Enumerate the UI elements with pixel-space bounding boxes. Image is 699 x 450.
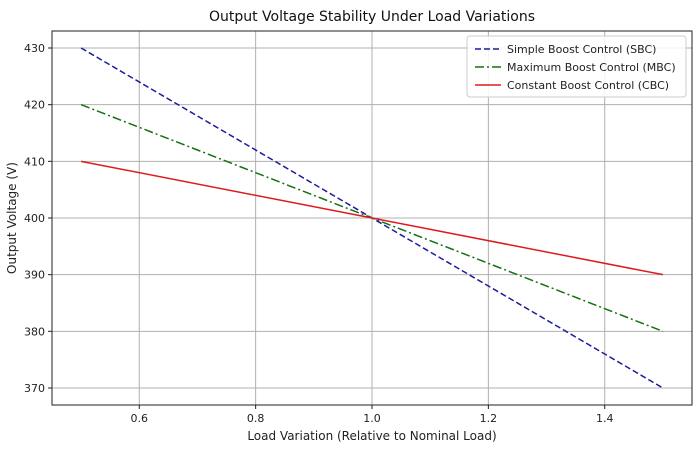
y-tick-label: 380 <box>24 325 45 338</box>
chart-title: Output Voltage Stability Under Load Vari… <box>209 9 535 25</box>
legend-label: Maximum Boost Control (MBC) <box>507 61 676 74</box>
y-axis-label: Output Voltage (V) <box>5 162 19 274</box>
x-tick-label: 0.8 <box>247 412 265 425</box>
x-tick-label: 0.6 <box>131 412 149 425</box>
series-lines <box>80 47 664 389</box>
legend-box <box>466 35 687 98</box>
axis-ticks: 0.6 0.8 1.0 1.2 1.4 370 380 390 400 410 420 430 <box>24 42 613 425</box>
y-tick-label: 370 <box>24 382 45 395</box>
legend-label: Simple Boost Control (SBC) <box>507 43 656 56</box>
y-tick-label: 390 <box>24 269 45 282</box>
y-tick-label: 430 <box>24 42 45 55</box>
x-axis-label: Load Variation (Relative to Nominal Load… <box>247 429 496 443</box>
x-tick-label: 1.2 <box>480 412 498 425</box>
y-tick-label: 410 <box>24 155 45 168</box>
y-tick-label: 420 <box>24 99 45 112</box>
x-tick-label: 1.4 <box>596 412 614 425</box>
x-tick-label: 1.0 <box>363 412 381 425</box>
legend: Simple Boost Control (SBC) Maximum Boost … <box>466 35 687 98</box>
y-tick-label: 400 <box>24 212 45 225</box>
series-line <box>80 160 664 276</box>
legend-label: Constant Boost Control (CBC) <box>507 79 669 92</box>
